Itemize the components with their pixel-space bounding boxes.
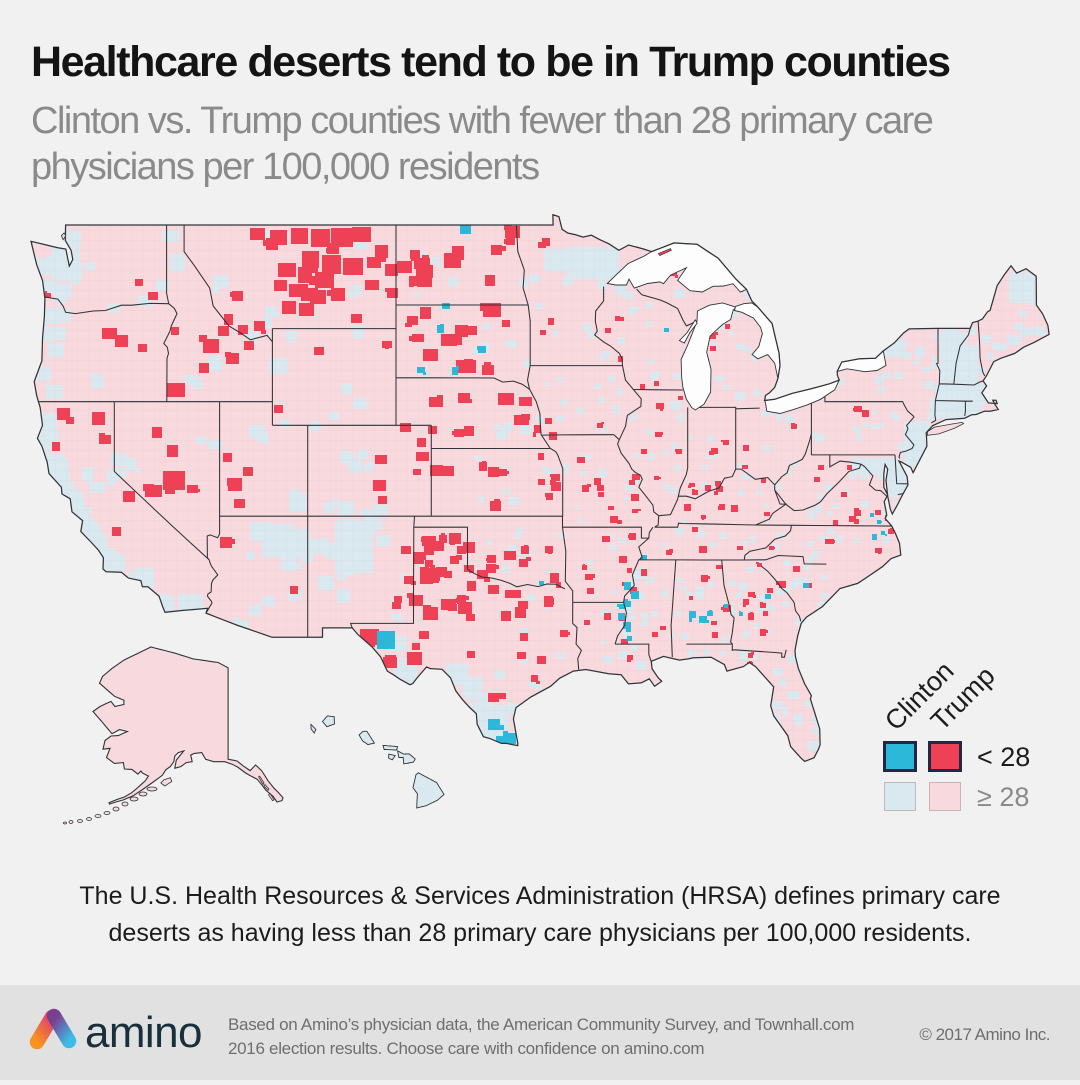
svg-text:≥ 28: ≥ 28 [977,782,1029,812]
svg-text:< 28: < 28 [977,742,1030,772]
